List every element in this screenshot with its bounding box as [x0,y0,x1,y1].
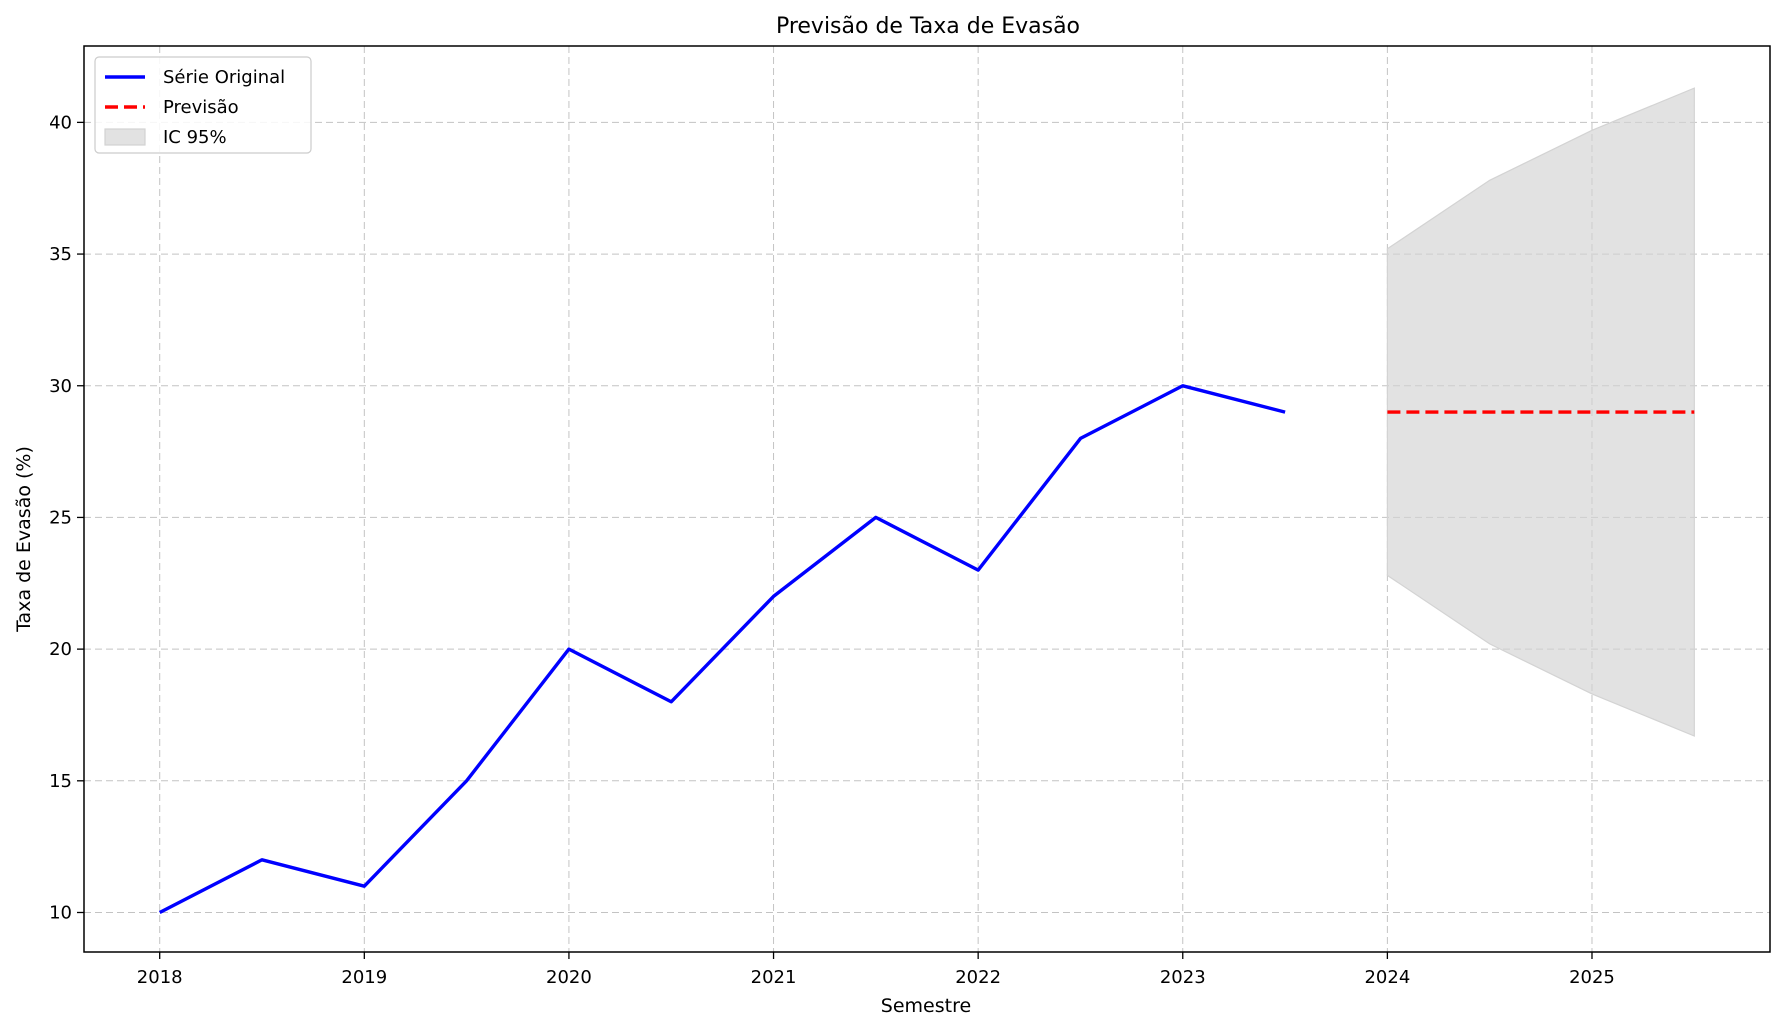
chart-title: Previsão de Taxa de Evasão [776,14,1080,39]
plot-frame [83,45,1771,953]
x-tick-label: 2018 [137,967,183,988]
y-tick-label: 25 [49,507,72,528]
legend-swatch-band [104,128,146,146]
legend-label: Série Original [163,67,285,88]
x-tick-label: 2023 [1160,967,1206,988]
x-tick-label: 2024 [1364,967,1410,988]
y-axis-label: Taxa de Evasão (%) [13,446,35,633]
y-tick-label: 15 [49,771,72,792]
x-tick-label: 2019 [341,967,387,988]
y-tick-label: 30 [49,376,72,397]
x-tick-label: 2022 [955,967,1001,988]
y-tick-label: 20 [49,639,72,660]
x-tick-label: 2020 [546,967,592,988]
original-series-line [158,384,1286,915]
x-tick-label: 2021 [751,967,797,988]
legend-label: IC 95% [163,127,227,148]
legend: Série Original Previsão IC 95% [94,56,312,154]
y-tick-label: 40 [49,112,72,133]
x-axis-label: Semestre [881,995,971,1017]
x-tick-label: 2025 [1569,967,1615,988]
series-lines [158,384,1695,915]
y-tick-label: 10 [49,902,72,923]
axis-ticks: 2018 2019 2020 2021 2022 2023 2024 202510152025… [49,112,1615,988]
gridlines [84,46,1770,952]
y-tick-label: 35 [49,244,72,265]
legend-box [94,56,312,154]
legend-label: Previsão [163,97,239,118]
